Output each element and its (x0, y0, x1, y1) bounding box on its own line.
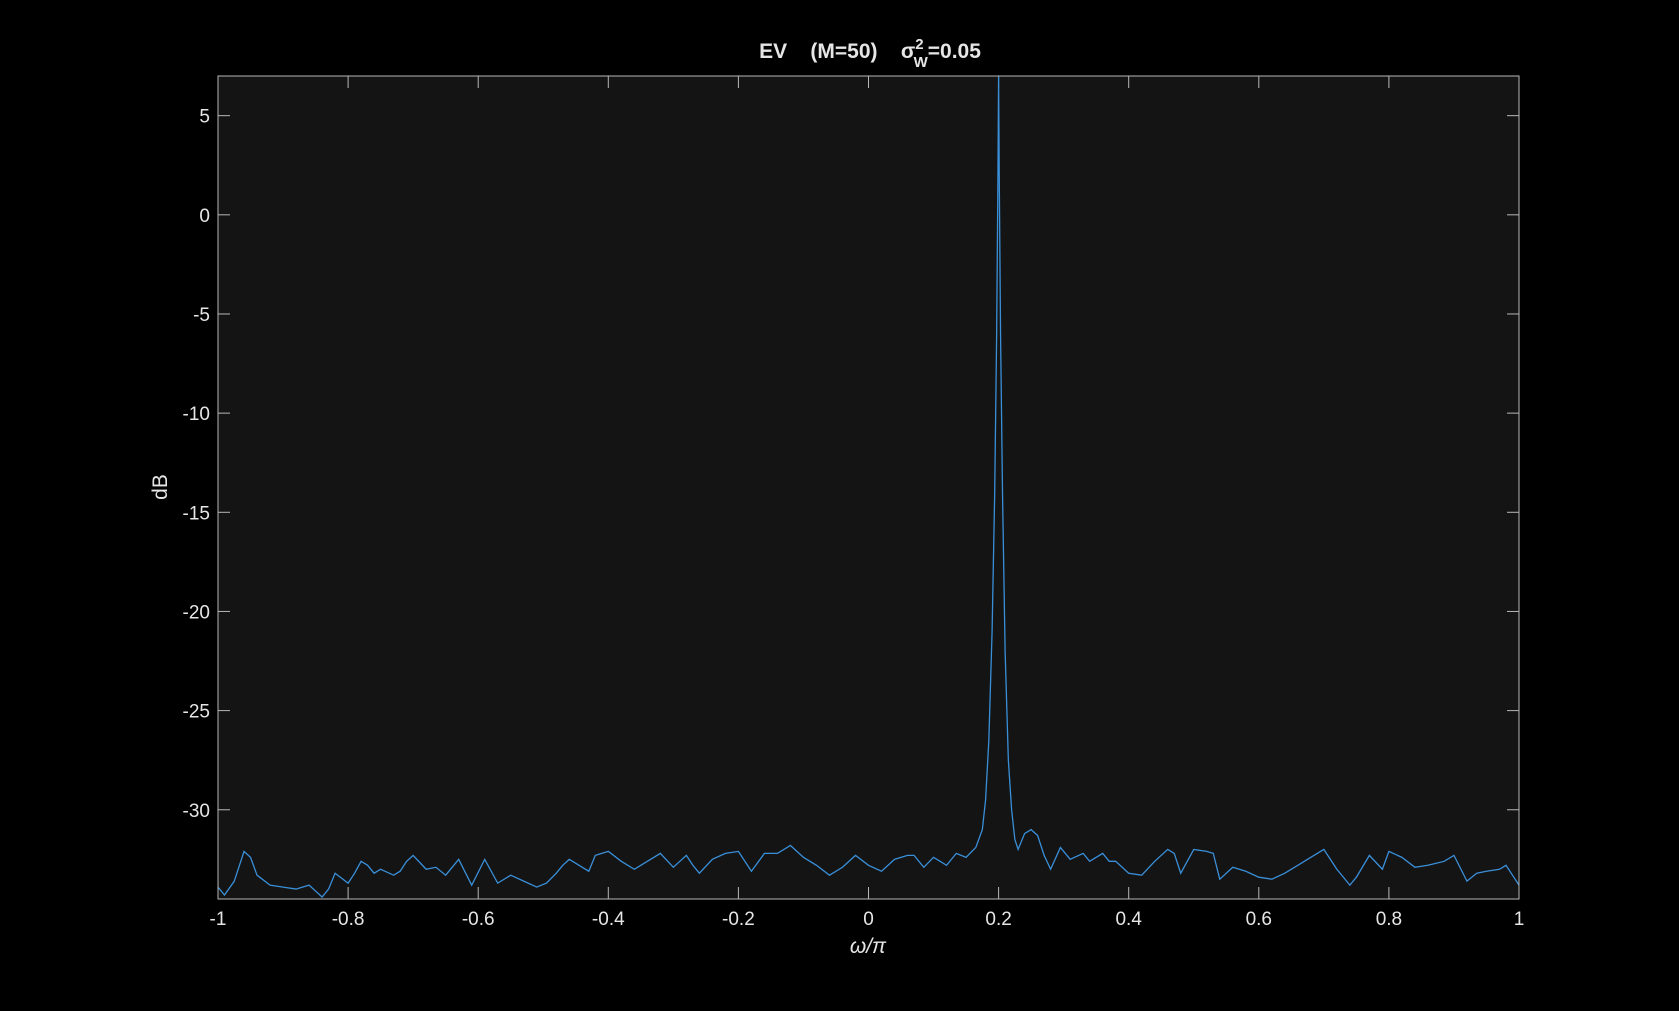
y-tick-label: 5 (199, 107, 210, 128)
chart-title: EV (M=50) σ2 W=0.05 (759, 36, 981, 71)
title-tail: =0.05 (928, 40, 981, 63)
y-tick-label: -20 (183, 602, 210, 623)
axis-tick-labels: -1 -0.8 -0.6 -0.4 -0.2 0 0.2 0.4 0.6 0.8 1 5 0 -5 -10 -… (183, 107, 1525, 930)
x-tick-label: -1 (210, 909, 227, 930)
x-tick-label: 0.8 (1376, 909, 1402, 930)
axes-box (217, 75, 1520, 900)
x-tick-label: 0.2 (985, 909, 1011, 930)
title-main: EV (M=50) (759, 40, 901, 63)
title-superscript: 2 (915, 36, 923, 53)
x-tick-label: 0.4 (1115, 909, 1142, 930)
title-sigma: σ (901, 40, 915, 63)
y-tick-label: -25 (183, 702, 210, 723)
title-subscript: W (914, 54, 929, 71)
y-tick-label: 0 (199, 206, 210, 227)
y-axis-label: dB (149, 474, 172, 500)
x-tick-label: -0.6 (462, 909, 495, 930)
y-tick-label: -15 (183, 503, 210, 524)
x-tick-label: 1 (1514, 909, 1525, 930)
x-tick-label: -0.8 (332, 909, 365, 930)
x-tick-label: 0 (863, 909, 874, 930)
x-axis-label: ω/π (850, 935, 887, 958)
svg-text:EV (M=50) σ2W=0.05: EV (M=50) σ2 W=0.05 (759, 36, 981, 71)
y-tick-label: -5 (193, 305, 210, 326)
series-line (218, 76, 1519, 898)
x-tick-label: 0.6 (1246, 909, 1272, 930)
y-tick-label: -10 (183, 404, 210, 425)
plot-area (218, 76, 1519, 899)
x-tick-label: -0.2 (722, 909, 755, 930)
x-tick-label: -0.4 (592, 909, 625, 930)
y-tick-label: -30 (183, 801, 210, 822)
